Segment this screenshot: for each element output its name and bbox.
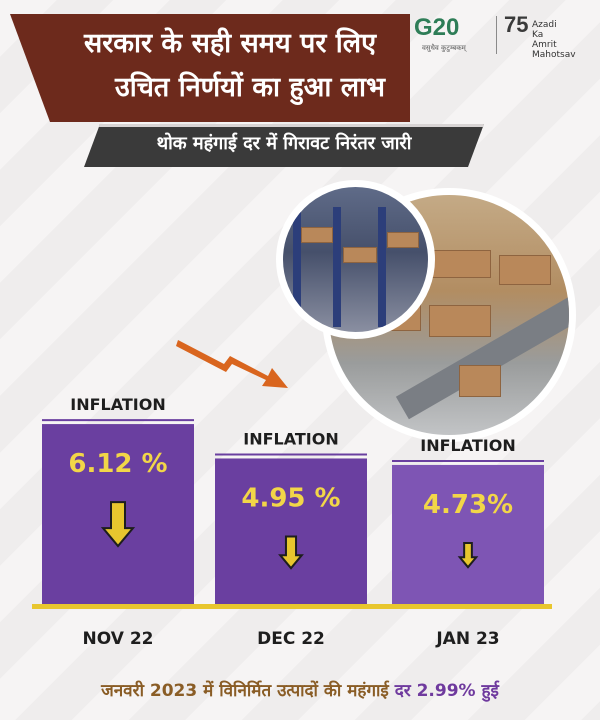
warehouse-shelves-photo bbox=[276, 180, 435, 339]
down-arrow-icon bbox=[100, 501, 136, 548]
down-arrow-icon bbox=[457, 541, 479, 569]
downtrend-arrow-icon bbox=[176, 340, 288, 388]
subtitle-banner bbox=[84, 124, 484, 167]
title-line-1: सरकार के सही समय पर लिए bbox=[83, 28, 377, 59]
bar-3 bbox=[392, 464, 544, 604]
photo-box bbox=[499, 255, 551, 285]
bar-series-label: INFLATION bbox=[243, 429, 338, 448]
category-label: JAN 23 bbox=[435, 629, 499, 649]
photo-shelf bbox=[293, 207, 301, 327]
footer-text: जनवरी 2023 में विनिर्मित उत्पादों की महं… bbox=[101, 681, 389, 701]
baseline bbox=[32, 604, 552, 609]
akam-line-1: Azadi bbox=[532, 20, 557, 30]
g20-logo: G20 bbox=[414, 14, 460, 41]
photo-box bbox=[301, 227, 333, 243]
akam-line-2: Ka bbox=[532, 30, 544, 40]
g20-tagline: वसुधैव कुटुम्बकम् bbox=[422, 44, 466, 52]
data-label: 6.12 % bbox=[68, 449, 167, 479]
photo-shelf bbox=[333, 207, 341, 327]
bar-series-label: INFLATION bbox=[420, 436, 515, 455]
page-title: सरकार के सही समय पर लिए उचित निर्णयों का… bbox=[40, 22, 420, 110]
photo-box bbox=[343, 247, 377, 263]
akam-logo-text: Azadi Ka Amrit Mahotsav bbox=[532, 20, 590, 60]
data-label: 4.73% bbox=[423, 490, 513, 520]
photo-box bbox=[459, 365, 501, 397]
akam-logo-number: 75 bbox=[504, 12, 529, 37]
title-banner bbox=[10, 14, 410, 122]
footer-note: जनवरी 2023 में विनिर्मित उत्पादों की महं… bbox=[0, 678, 600, 701]
bar-2 bbox=[215, 458, 367, 604]
title-line-2: उचित निर्णयों का हुआ लाभ bbox=[114, 72, 385, 103]
data-label: 4.95 % bbox=[241, 483, 340, 513]
footer-highlight: दर 2.99% हुई bbox=[394, 681, 499, 701]
photo-box bbox=[429, 305, 491, 337]
category-label: DEC 22 bbox=[257, 629, 325, 649]
down-arrow-icon bbox=[278, 535, 304, 570]
category-label: NOV 22 bbox=[83, 629, 154, 649]
page-subtitle: थोक महंगाई दर में गिरावट निरंतर जारी bbox=[156, 133, 412, 154]
bar-series-label: INFLATION bbox=[70, 395, 165, 414]
photo-box bbox=[387, 232, 419, 248]
photo-shelf bbox=[378, 207, 386, 327]
akam-line-3: Amrit Mahotsav bbox=[532, 40, 576, 60]
logo-divider bbox=[496, 16, 497, 54]
logo-group: G20 वसुधैव कुटुम्बकम् 75 Azadi Ka Amrit … bbox=[414, 12, 590, 60]
